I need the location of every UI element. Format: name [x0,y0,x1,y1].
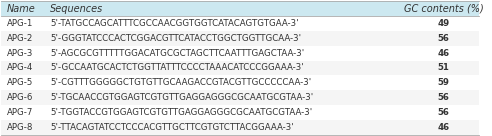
Text: 46: 46 [437,123,450,132]
Text: APG-6: APG-6 [7,93,33,102]
FancyBboxPatch shape [1,90,479,105]
FancyBboxPatch shape [1,1,479,16]
FancyBboxPatch shape [1,31,479,46]
Text: APG-1: APG-1 [7,19,33,28]
Text: 56: 56 [437,34,449,43]
Text: 59: 59 [437,78,449,87]
Text: 46: 46 [437,49,450,58]
Text: 5'-GGGTATCCCACTCGGACGTTCATACCTGGCTGGTTGCAA-3': 5'-GGGTATCCCACTCGGACGTTCATACCTGGCTGGTTGC… [50,34,301,43]
Text: 5'-GCCAATGCACTCTGGTTATTTCCCCTAAACATCCCGGAAA-3': 5'-GCCAATGCACTCTGGTTATTTCCCCTAAACATCCCGG… [50,64,304,72]
Text: GC contents (%): GC contents (%) [403,4,483,14]
Text: 51: 51 [437,64,449,72]
Text: APG-2: APG-2 [7,34,33,43]
Text: 5'-TGGTACCGTGGAGTCGTGTTGAGGAGGGCGCAATGCGTAA-3': 5'-TGGTACCGTGGAGTCGTGTTGAGGAGGGCGCAATGCG… [50,108,312,117]
FancyBboxPatch shape [1,46,479,61]
Text: 56: 56 [437,108,449,117]
Text: APG-5: APG-5 [7,78,33,87]
Text: 5'-AGCGCGTTTTTGGACATGCGCTAGCTTCAATTTGAGCTAA-3': 5'-AGCGCGTTTTTGGACATGCGCTAGCTTCAATTTGAGC… [50,49,305,58]
FancyBboxPatch shape [1,105,479,120]
FancyBboxPatch shape [1,75,479,90]
FancyBboxPatch shape [1,61,479,75]
FancyBboxPatch shape [1,16,479,31]
Text: 5'-TGCAACCGTGGAGTCGTGTTGAGGAGGGCGCAATGCGTAA-3': 5'-TGCAACCGTGGAGTCGTGTTGAGGAGGGCGCAATGCG… [50,93,313,102]
Text: APG-3: APG-3 [7,49,33,58]
Text: 5'-TATGCCAGCATTTCGCCAACGGTGGTCATACAGTGTGAA-3': 5'-TATGCCAGCATTTCGCCAACGGTGGTCATACAGTGTG… [50,19,299,28]
Text: APG-8: APG-8 [7,123,33,132]
Text: Name: Name [7,4,36,14]
Text: 5'-TTACAGTATCCTCCCACGTTGCTTCGTGTCTTACGGAAA-3': 5'-TTACAGTATCCTCCCACGTTGCTTCGTGTCTTACGGA… [50,123,294,132]
Text: Sequences: Sequences [50,4,103,14]
Text: 56: 56 [437,93,449,102]
Text: APG-7: APG-7 [7,108,33,117]
Text: 5'-CGTTTGGGGGCTGTGTTGCAAGACCGTACGTTGCCCCCAA-3': 5'-CGTTTGGGGGCTGTGTTGCAAGACCGTACGTTGCCCC… [50,78,311,87]
FancyBboxPatch shape [1,120,479,135]
Text: 49: 49 [437,19,450,28]
Text: APG-4: APG-4 [7,64,33,72]
